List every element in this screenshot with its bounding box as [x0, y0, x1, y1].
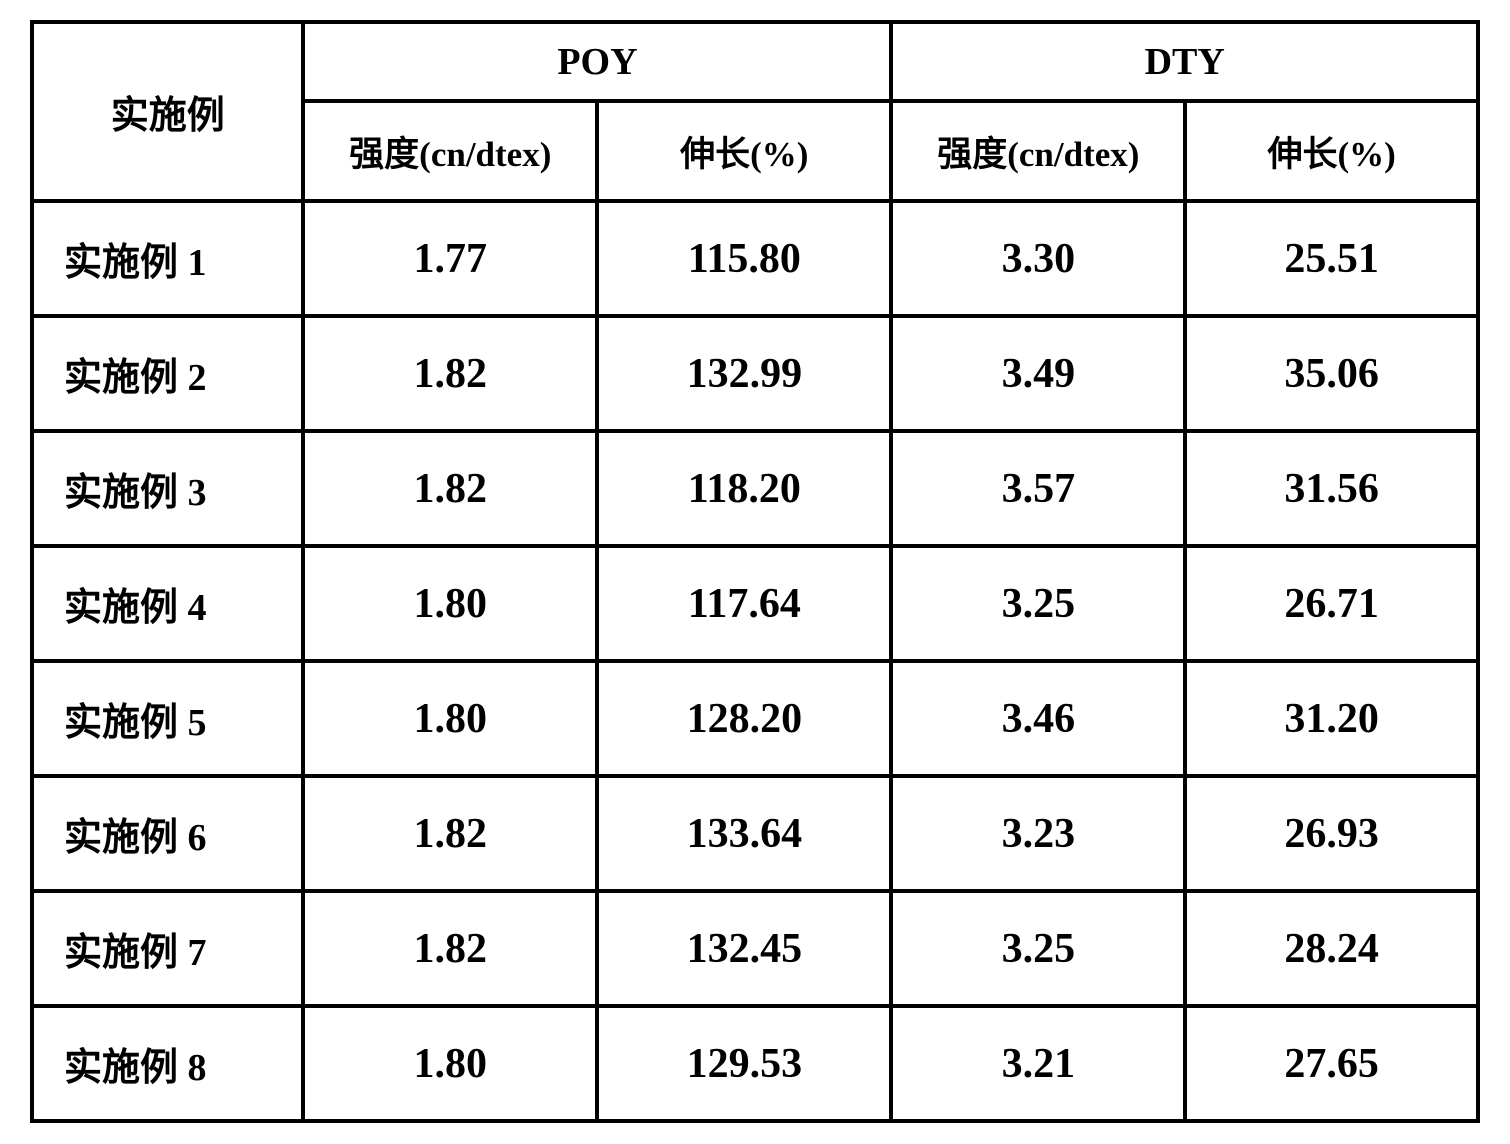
data-cell: 3.25 [891, 546, 1185, 661]
data-cell: 132.99 [597, 316, 891, 431]
row-label: 实施例 7 [32, 891, 303, 1006]
table-row: 实施例 61.82133.643.2326.93 [32, 776, 1478, 891]
header-group-dty: DTY [891, 22, 1478, 101]
header-row-1: 实施例 POY DTY [32, 22, 1478, 101]
data-cell: 1.82 [303, 431, 597, 546]
table-row: 实施例 81.80129.533.2127.65 [32, 1006, 1478, 1121]
header-corner: 实施例 [32, 22, 303, 201]
data-cell: 31.56 [1185, 431, 1478, 546]
data-cell: 28.24 [1185, 891, 1478, 1006]
row-label: 实施例 8 [32, 1006, 303, 1121]
data-cell: 128.20 [597, 661, 891, 776]
data-cell: 1.80 [303, 1006, 597, 1121]
data-cell: 117.64 [597, 546, 891, 661]
data-cell: 115.80 [597, 201, 891, 316]
data-cell: 3.23 [891, 776, 1185, 891]
data-cell: 3.49 [891, 316, 1185, 431]
data-table: 实施例 POY DTY 强度(cn/dtex) 伸长(%) 强度(cn/dtex… [30, 20, 1480, 1123]
data-cell: 1.77 [303, 201, 597, 316]
data-cell: 132.45 [597, 891, 891, 1006]
row-label: 实施例 6 [32, 776, 303, 891]
data-cell: 26.71 [1185, 546, 1478, 661]
row-label: 实施例 3 [32, 431, 303, 546]
row-label: 实施例 1 [32, 201, 303, 316]
data-cell: 1.82 [303, 776, 597, 891]
data-cell: 3.46 [891, 661, 1185, 776]
data-cell: 3.25 [891, 891, 1185, 1006]
data-cell: 3.57 [891, 431, 1185, 546]
table-row: 实施例 71.82132.453.2528.24 [32, 891, 1478, 1006]
row-label: 实施例 4 [32, 546, 303, 661]
row-label: 实施例 5 [32, 661, 303, 776]
data-cell: 129.53 [597, 1006, 891, 1121]
subheader-poy-elongation: 伸长(%) [597, 101, 891, 201]
data-cell: 26.93 [1185, 776, 1478, 891]
table-row: 实施例 11.77115.803.3025.51 [32, 201, 1478, 316]
row-label: 实施例 2 [32, 316, 303, 431]
subheader-dty-elongation: 伸长(%) [1185, 101, 1478, 201]
data-cell: 1.82 [303, 316, 597, 431]
table-row: 实施例 41.80117.643.2526.71 [32, 546, 1478, 661]
data-cell: 118.20 [597, 431, 891, 546]
data-cell: 27.65 [1185, 1006, 1478, 1121]
table-row: 实施例 31.82118.203.5731.56 [32, 431, 1478, 546]
data-cell: 25.51 [1185, 201, 1478, 316]
data-cell: 1.80 [303, 546, 597, 661]
data-cell: 3.30 [891, 201, 1185, 316]
data-cell: 1.80 [303, 661, 597, 776]
data-cell: 31.20 [1185, 661, 1478, 776]
subheader-poy-strength: 强度(cn/dtex) [303, 101, 597, 201]
table-row: 实施例 21.82132.993.4935.06 [32, 316, 1478, 431]
data-cell: 3.21 [891, 1006, 1185, 1121]
table-row: 实施例 51.80128.203.4631.20 [32, 661, 1478, 776]
subheader-dty-strength: 强度(cn/dtex) [891, 101, 1185, 201]
data-cell: 133.64 [597, 776, 891, 891]
data-cell: 35.06 [1185, 316, 1478, 431]
data-cell: 1.82 [303, 891, 597, 1006]
header-group-poy: POY [303, 22, 891, 101]
